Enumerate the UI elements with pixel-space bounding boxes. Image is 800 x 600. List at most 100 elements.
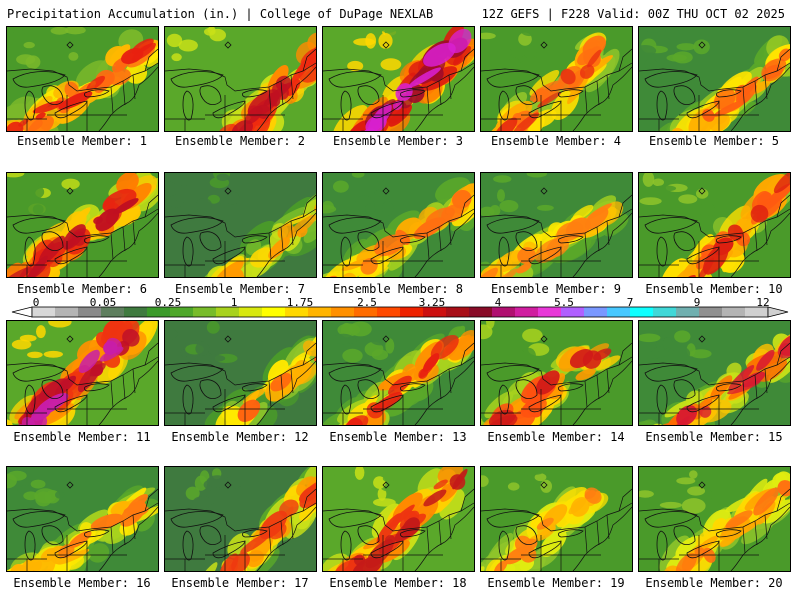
colorbar-tick-label: 9 [693, 296, 701, 309]
ensemble-member-map [480, 320, 633, 426]
colorbar-tick-label: 4 [494, 296, 502, 309]
ensemble-member-label: Ensemble Member: 16 [13, 576, 151, 590]
precip-field [165, 467, 316, 571]
precip-field [481, 173, 632, 277]
colorbar-scale [11, 306, 789, 318]
ensemble-member-map [480, 466, 633, 572]
ensemble-member-label: Ensemble Member: 13 [329, 430, 467, 444]
colorbar-swatch [446, 307, 470, 317]
precip-field [639, 173, 790, 277]
ensemble-member-label: Ensemble Member: 18 [329, 576, 467, 590]
ensemble-member-label: Ensemble Member: 20 [645, 576, 783, 590]
precip-field [7, 321, 158, 425]
colorbar-swatch [55, 307, 79, 317]
colorbar-swatch [285, 307, 309, 317]
ensemble-member-label: Ensemble Member: 9 [490, 282, 622, 296]
ensemble-member-label: Ensemble Member: 2 [174, 134, 306, 148]
colorbar-tick-label: 1.75 [286, 296, 314, 309]
precip-field [323, 27, 474, 131]
ensemble-member-map [322, 466, 475, 572]
colorbar-swatch [239, 307, 263, 317]
ensemble-member-map [164, 172, 317, 278]
colorbar-tick-label: 2.5 [357, 296, 377, 309]
precip-field [639, 321, 790, 425]
precip-field [323, 467, 474, 571]
precip-field [639, 467, 790, 571]
precip-colorbar: 0 0.05 0.25 1 1.75 2.5 3.25 4 5.5 7 9 12 [0, 296, 800, 320]
colorbar-swatch [469, 307, 493, 317]
precip-field [481, 321, 632, 425]
ensemble-member-label: Ensemble Member: 15 [645, 430, 783, 444]
colorbar-swatch [561, 307, 585, 317]
ensemble-member-map [480, 172, 633, 278]
colorbar-swatch [653, 307, 677, 317]
ensemble-member-map [638, 172, 791, 278]
colorbar-swatch [216, 307, 240, 317]
colorbar-swatch [124, 307, 148, 317]
colorbar-swatch [262, 307, 286, 317]
ensemble-member-label: Ensemble Member: 8 [332, 282, 464, 296]
ensemble-member-map [164, 320, 317, 426]
ensemble-member-map [638, 320, 791, 426]
ensemble-member-map [164, 466, 317, 572]
colorbar-tick-label: 5.5 [554, 296, 574, 309]
precip-field [323, 173, 474, 277]
ensemble-member-map [6, 320, 159, 426]
ensemble-member-label: Ensemble Member: 11 [13, 430, 151, 444]
ensemble-member-label: Ensemble Member: 7 [174, 282, 306, 296]
colorbar-swatch [607, 307, 631, 317]
ensemble-member-map [480, 26, 633, 132]
ensemble-member-label: Ensemble Member: 1 [16, 134, 148, 148]
colorbar-arrow-left [11, 306, 33, 318]
ensemble-member-label: Ensemble Member: 6 [16, 282, 148, 296]
ensemble-member-label: Ensemble Member: 10 [645, 282, 783, 296]
ensemble-member-map [6, 172, 159, 278]
colorbar-swatch [676, 307, 700, 317]
ensemble-member-label: Ensemble Member: 19 [487, 576, 625, 590]
precip-field [165, 321, 316, 425]
ensemble-member-label: Ensemble Member: 17 [171, 576, 309, 590]
colorbar-swatch [147, 307, 171, 317]
ensemble-member-map [6, 466, 159, 572]
ensemble-member-label: Ensemble Member: 12 [171, 430, 309, 444]
map-title: Precipitation Accumulation (in.) | Colle… [7, 7, 434, 21]
colorbar-tick-label: 1 [230, 296, 238, 309]
ensemble-member-label: Ensemble Member: 4 [490, 134, 622, 148]
colorbar-swatch [630, 307, 654, 317]
colorbar-swatch [515, 307, 539, 317]
precip-field [639, 27, 790, 131]
ensemble-member-label: Ensemble Member: 5 [648, 134, 780, 148]
colorbar-swatch [699, 307, 723, 317]
colorbar-tick-label: 12 [756, 296, 770, 309]
colorbar-arrow-right [767, 306, 789, 318]
colorbar-swatch [745, 307, 769, 317]
ensemble-member-label: Ensemble Member: 3 [332, 134, 464, 148]
ensemble-member-label: Ensemble Member: 14 [487, 430, 625, 444]
colorbar-swatch [400, 307, 424, 317]
colorbar-swatch [78, 307, 102, 317]
header: Precipitation Accumulation (in.) | Colle… [0, 0, 800, 26]
precip-field [481, 27, 632, 131]
ensemble-member-map [6, 26, 159, 132]
colorbar-swatch [101, 307, 125, 317]
colorbar-swatch [331, 307, 355, 317]
colorbar-swatch [722, 307, 746, 317]
colorbar-tick-label: 0 [32, 296, 40, 309]
colorbar-swatch [170, 307, 194, 317]
colorbar-swatch [538, 307, 562, 317]
precip-field [7, 27, 158, 131]
colorbar-tick-label: 0.25 [154, 296, 182, 309]
ensemble-member-map [322, 320, 475, 426]
colorbar-tick-label: 0.05 [89, 296, 117, 309]
colorbar-swatch [423, 307, 447, 317]
colorbar-tick-label: 3.25 [418, 296, 446, 309]
precip-field [7, 467, 158, 571]
colorbar-swatch [32, 307, 56, 317]
colorbar-swatch [492, 307, 516, 317]
colorbar-swatch [377, 307, 401, 317]
colorbar-tick-label: 7 [626, 296, 634, 309]
colorbar-swatch [584, 307, 608, 317]
ensemble-member-map [638, 26, 791, 132]
precip-field [481, 467, 632, 571]
precip-field [165, 27, 316, 131]
